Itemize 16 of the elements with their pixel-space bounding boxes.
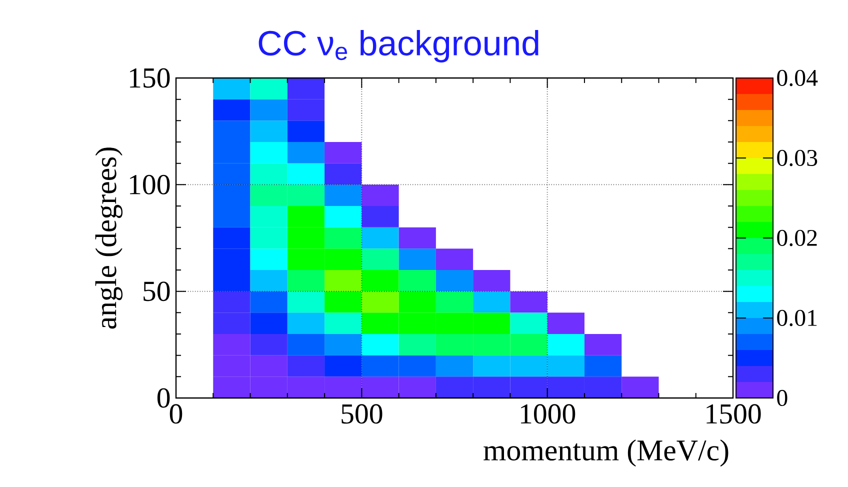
y-tick-label: 50: [144, 282, 170, 302]
color-bar-label: 0.04: [777, 70, 818, 86]
y-tick-label: 0: [157, 388, 170, 408]
color-bar-label: 0.01: [777, 310, 817, 326]
chart-title: CC ν$_{e}$ background: [258, 30, 538, 62]
y-tick-label: 100: [130, 174, 170, 194]
x-tick-label: 0: [170, 404, 182, 424]
x-axis-title: momentum (MeV/c): [484, 440, 728, 467]
x-tick-label: 1000: [520, 404, 576, 424]
y-tick-label: 150: [130, 68, 170, 88]
color-bar-label: 0.03: [777, 150, 818, 166]
x-tick-label: 500: [342, 404, 382, 424]
color-bar-label: 0.02: [777, 230, 817, 246]
x-tick-label: 1500: [706, 404, 761, 424]
y-axis-title: angle (degrees): [95, 148, 122, 329]
color-bar-label: 0: [777, 390, 788, 406]
